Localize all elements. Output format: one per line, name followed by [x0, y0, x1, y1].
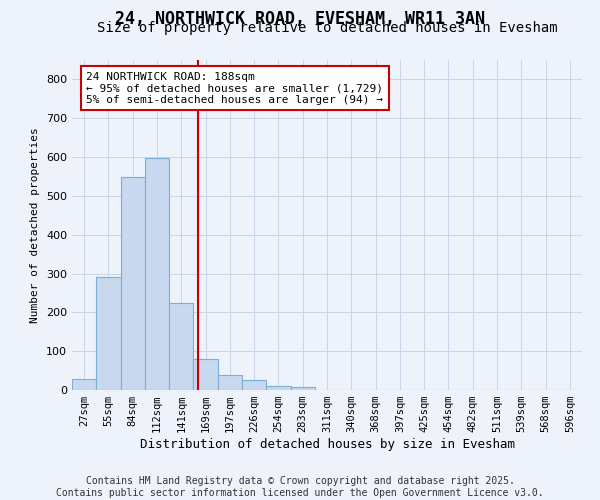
Bar	[218, 375, 242, 390]
Bar	[121, 177, 145, 390]
Title: Size of property relative to detached houses in Evesham: Size of property relative to detached ho…	[97, 21, 557, 35]
Bar	[145, 158, 169, 390]
Text: 24, NORTHWICK ROAD, EVESHAM, WR11 3AN: 24, NORTHWICK ROAD, EVESHAM, WR11 3AN	[115, 10, 485, 28]
Y-axis label: Number of detached properties: Number of detached properties	[31, 127, 40, 323]
Bar	[72, 379, 96, 390]
Bar	[290, 388, 315, 390]
Bar	[266, 386, 290, 390]
Bar	[96, 278, 121, 390]
Bar	[242, 380, 266, 390]
Bar	[169, 302, 193, 390]
X-axis label: Distribution of detached houses by size in Evesham: Distribution of detached houses by size …	[139, 438, 515, 451]
Bar	[193, 359, 218, 390]
Text: Contains HM Land Registry data © Crown copyright and database right 2025.
Contai: Contains HM Land Registry data © Crown c…	[56, 476, 544, 498]
Text: 24 NORTHWICK ROAD: 188sqm
← 95% of detached houses are smaller (1,729)
5% of sem: 24 NORTHWICK ROAD: 188sqm ← 95% of detac…	[86, 72, 383, 105]
